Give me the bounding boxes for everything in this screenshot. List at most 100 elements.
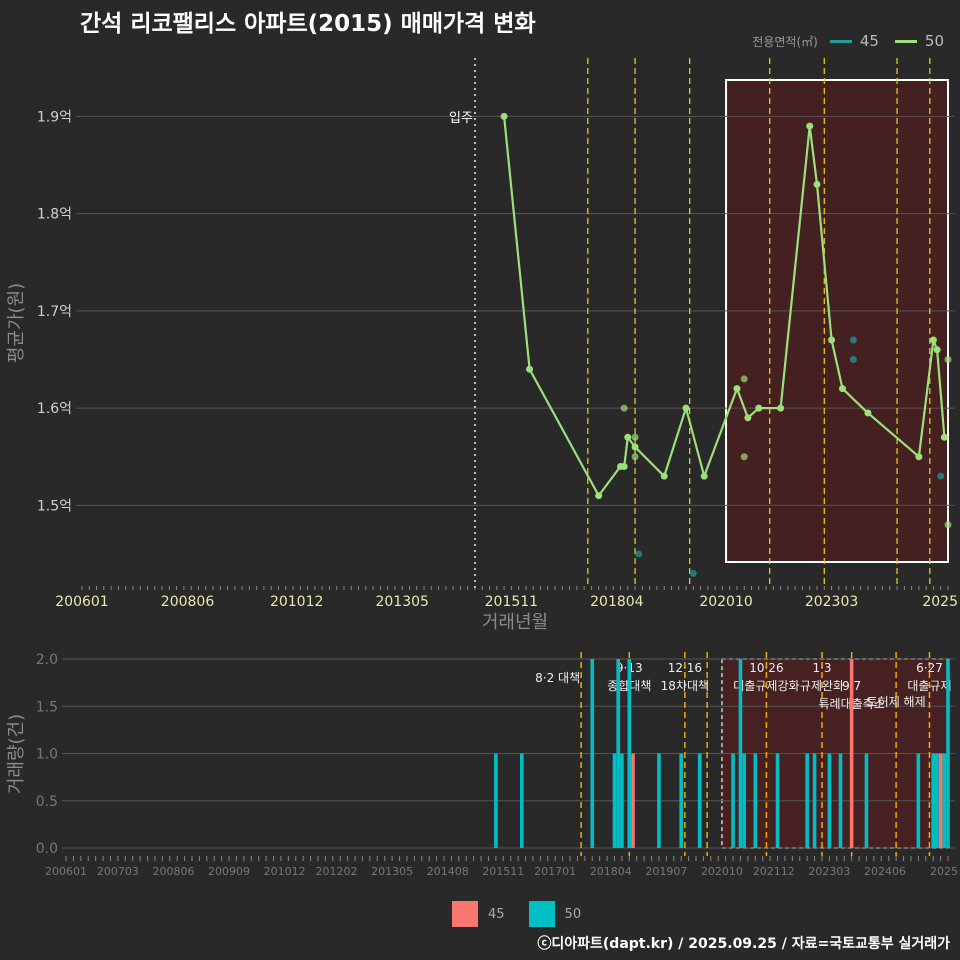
line-point-50 — [813, 180, 821, 188]
bar-50 — [697, 753, 702, 848]
policy-label: 대출규제강화 — [733, 679, 799, 693]
bar-50 — [657, 753, 661, 848]
y-tick-label: 1.7억 — [37, 304, 72, 320]
footer-credit: ⓒ디아파트(dapt.kr) / 2025.09.25 / 자료=국토교통부 실… — [537, 936, 950, 952]
scatter-point-45 — [635, 550, 643, 558]
line-point-50 — [620, 462, 628, 470]
legend-title: 전용면적(㎡) — [752, 34, 818, 49]
line-point-50 — [500, 112, 508, 120]
scatter-point-45 — [849, 336, 857, 344]
bar-x-tick-label: 2025 — [930, 865, 958, 878]
line-point-50 — [595, 492, 603, 500]
line-point-50 — [755, 404, 763, 412]
bar-45 — [849, 659, 854, 848]
line-point-50 — [744, 414, 752, 422]
policy-label: 토허제 해제 — [867, 695, 926, 709]
line-point-50 — [631, 443, 639, 451]
line-point-50 — [933, 346, 941, 354]
bar-50 — [838, 753, 843, 848]
scatter-point-50 — [620, 404, 628, 412]
scatter-point-50 — [740, 375, 748, 383]
legend-label-50: 50 — [924, 32, 944, 50]
bar-x-tick-label: 201511 — [482, 865, 524, 878]
bar-50 — [731, 753, 735, 848]
x-tick-label: 202010 — [699, 594, 752, 610]
legend-swatch-50 — [894, 39, 917, 43]
policy-label: 10·26 — [749, 661, 783, 675]
policy-label: 8·2 대책 — [535, 670, 580, 685]
bar-x-tick-label: 202406 — [864, 865, 906, 878]
bottom-legend: 45 50 — [452, 901, 595, 927]
x-tick-label: 202303 — [805, 594, 858, 610]
policy-label: 18차대책 — [661, 678, 709, 693]
scatter-point-45 — [937, 472, 945, 480]
chart-title: 간석 리코팰리스 아파트(2015) 매매가격 변화 — [80, 11, 536, 37]
bar-50 — [627, 659, 632, 848]
scatter-point-50 — [631, 453, 639, 461]
x-tick-label: 200601 — [55, 594, 108, 610]
x-tick-label: 2025 — [922, 594, 958, 610]
line-point-50 — [864, 409, 872, 417]
line-point-50 — [828, 336, 836, 344]
bar-50 — [916, 753, 921, 848]
line-point-50 — [838, 385, 846, 393]
bar-50 — [931, 753, 935, 848]
bar-y-tick-label: 1.5 — [36, 699, 58, 715]
bar-50 — [775, 753, 780, 848]
bar-50 — [520, 753, 524, 848]
bar-50 — [742, 753, 746, 848]
bar-x-tick-label: 201804 — [590, 865, 632, 878]
bar-x-tick-label: 200703 — [97, 865, 139, 878]
y-tick-label: 1.5억 — [37, 498, 72, 514]
bar-50 — [679, 753, 683, 848]
legend-bottom-label-50: 50 — [564, 906, 582, 922]
scatter-point-50 — [944, 355, 952, 363]
x-tick-label: 201804 — [590, 594, 644, 610]
bar-x-tick-label: 201305 — [371, 865, 413, 878]
bar-45 — [631, 753, 635, 848]
y-tick-label: 1.6억 — [37, 401, 72, 417]
bar-50 — [812, 753, 817, 848]
y-tick-label: 1.9억 — [37, 109, 72, 125]
bar-x-tick-label: 201907 — [645, 865, 687, 878]
bar-y-tick-label: 0.5 — [36, 794, 58, 810]
highlight-period-top — [725, 79, 949, 563]
bar-x-tick-label: 200601 — [45, 865, 87, 878]
top-legend: 전용면적(㎡) 45 50 — [752, 32, 952, 50]
bar-50 — [805, 753, 809, 848]
bar-50 — [738, 659, 743, 848]
bar-x-tick-label: 200806 — [152, 865, 194, 878]
policy-label: 6·27 — [916, 661, 943, 675]
bar-x-tick-label: 201012 — [264, 865, 306, 878]
policy-label: 규제완화 — [800, 679, 844, 693]
bar-y-tick-label: 1.0 — [36, 747, 58, 763]
line-point-50 — [624, 433, 632, 441]
bar-x-tick-label: 202112 — [753, 865, 795, 878]
x-tick-label: 201305 — [375, 594, 428, 610]
legend-swatch-45 — [829, 39, 852, 43]
bar-50 — [590, 659, 595, 848]
line-point-50 — [777, 404, 785, 412]
scatter-point-45 — [689, 569, 697, 577]
line-point-50 — [700, 472, 708, 480]
bar-50 — [612, 753, 617, 848]
line-point-50 — [940, 433, 948, 441]
bar-x-tick-label: 201701 — [534, 865, 576, 878]
legend-bottom-swatch-50 — [528, 901, 555, 927]
bar-x-tick-label: 201408 — [427, 865, 469, 878]
bar-y-axis-label: 거래량(건) — [6, 714, 27, 794]
line-point-50 — [660, 472, 668, 480]
scatter-point-45 — [849, 355, 857, 363]
scatter-point-50 — [740, 453, 748, 461]
policy-label: 1·3 — [812, 661, 831, 675]
x-tick-label: 201511 — [485, 594, 538, 610]
policy-label: 대출규제 — [907, 679, 951, 693]
line-point-50 — [929, 336, 937, 344]
bar-y-tick-label: 2.0 — [36, 652, 58, 668]
bar-50 — [827, 753, 832, 848]
bar-y-tick-label: 0.0 — [36, 841, 58, 857]
bar-50 — [935, 753, 939, 848]
bar-x-tick-label: 202303 — [808, 865, 850, 878]
legend-bottom-swatch-45 — [452, 901, 478, 927]
